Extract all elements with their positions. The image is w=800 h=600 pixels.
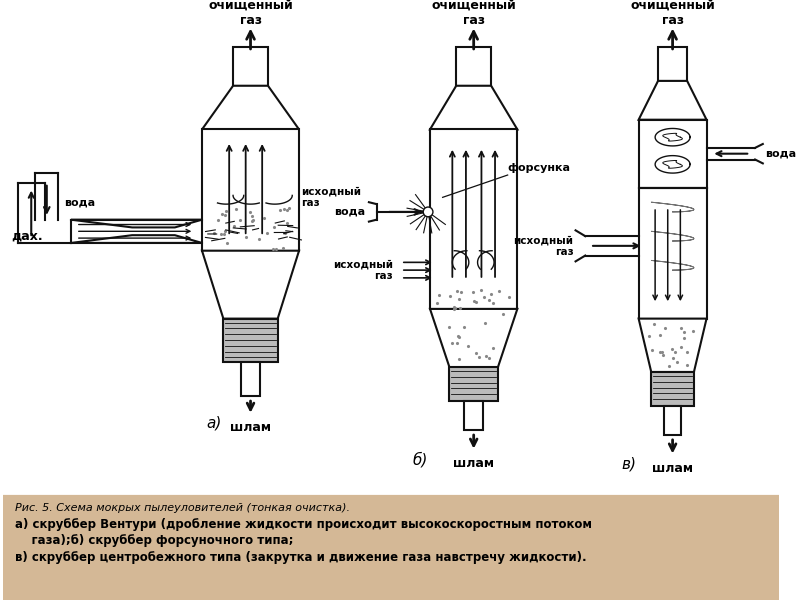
Text: в): в) bbox=[622, 457, 637, 472]
Polygon shape bbox=[638, 188, 706, 319]
Text: а): а) bbox=[206, 416, 222, 431]
Polygon shape bbox=[450, 367, 498, 401]
Text: исходный
газ: исходный газ bbox=[333, 259, 393, 281]
Polygon shape bbox=[664, 406, 682, 435]
Polygon shape bbox=[233, 47, 268, 86]
Text: Рис. 5. Схема мокрых пылеуловителей (тонкая очистка).: Рис. 5. Схема мокрых пылеуловителей (тон… bbox=[14, 503, 350, 513]
Text: газа);б) скруббер форсуночного типа;: газа);б) скруббер форсуночного типа; bbox=[14, 534, 294, 547]
Polygon shape bbox=[658, 47, 687, 81]
Text: исходный
газ: исходный газ bbox=[301, 187, 361, 208]
Text: а) скруббер Вентури (дробление жидкости происходит высокоскоростным потоком: а) скруббер Вентури (дробление жидкости … bbox=[14, 518, 592, 532]
Polygon shape bbox=[456, 47, 491, 86]
Text: очищенный
газ: очищенный газ bbox=[431, 0, 516, 27]
Circle shape bbox=[423, 207, 433, 217]
Polygon shape bbox=[202, 251, 299, 319]
Text: исходный
газ: исходный газ bbox=[514, 235, 574, 257]
Polygon shape bbox=[638, 120, 706, 188]
Polygon shape bbox=[223, 319, 278, 362]
Polygon shape bbox=[464, 401, 483, 430]
Polygon shape bbox=[241, 362, 260, 396]
Bar bbox=[3, 493, 779, 600]
Text: вода: вода bbox=[334, 207, 365, 217]
Text: форсунка: форсунка bbox=[508, 163, 570, 173]
Text: б): б) bbox=[413, 451, 428, 467]
Text: в) скруббер центробежного типа (закрутка и движение газа навстречу жидкости).: в) скруббер центробежного типа (закрутка… bbox=[14, 551, 586, 563]
Polygon shape bbox=[638, 319, 706, 372]
Polygon shape bbox=[430, 86, 518, 130]
Polygon shape bbox=[430, 309, 518, 367]
Text: дах.: дах. bbox=[11, 230, 42, 242]
Text: шлам: шлам bbox=[652, 461, 693, 475]
Text: вода: вода bbox=[64, 197, 95, 207]
Text: очищенный
газ: очищенный газ bbox=[630, 0, 715, 27]
Polygon shape bbox=[430, 130, 518, 309]
Text: шлам: шлам bbox=[230, 421, 271, 434]
Text: очищенный
газ: очищенный газ bbox=[208, 0, 293, 27]
Text: вода: вода bbox=[765, 149, 796, 158]
Polygon shape bbox=[638, 81, 706, 120]
Bar bbox=[3, 18, 779, 493]
Text: шлам: шлам bbox=[453, 457, 494, 470]
Polygon shape bbox=[202, 86, 299, 130]
Polygon shape bbox=[202, 130, 299, 251]
Polygon shape bbox=[651, 372, 694, 406]
